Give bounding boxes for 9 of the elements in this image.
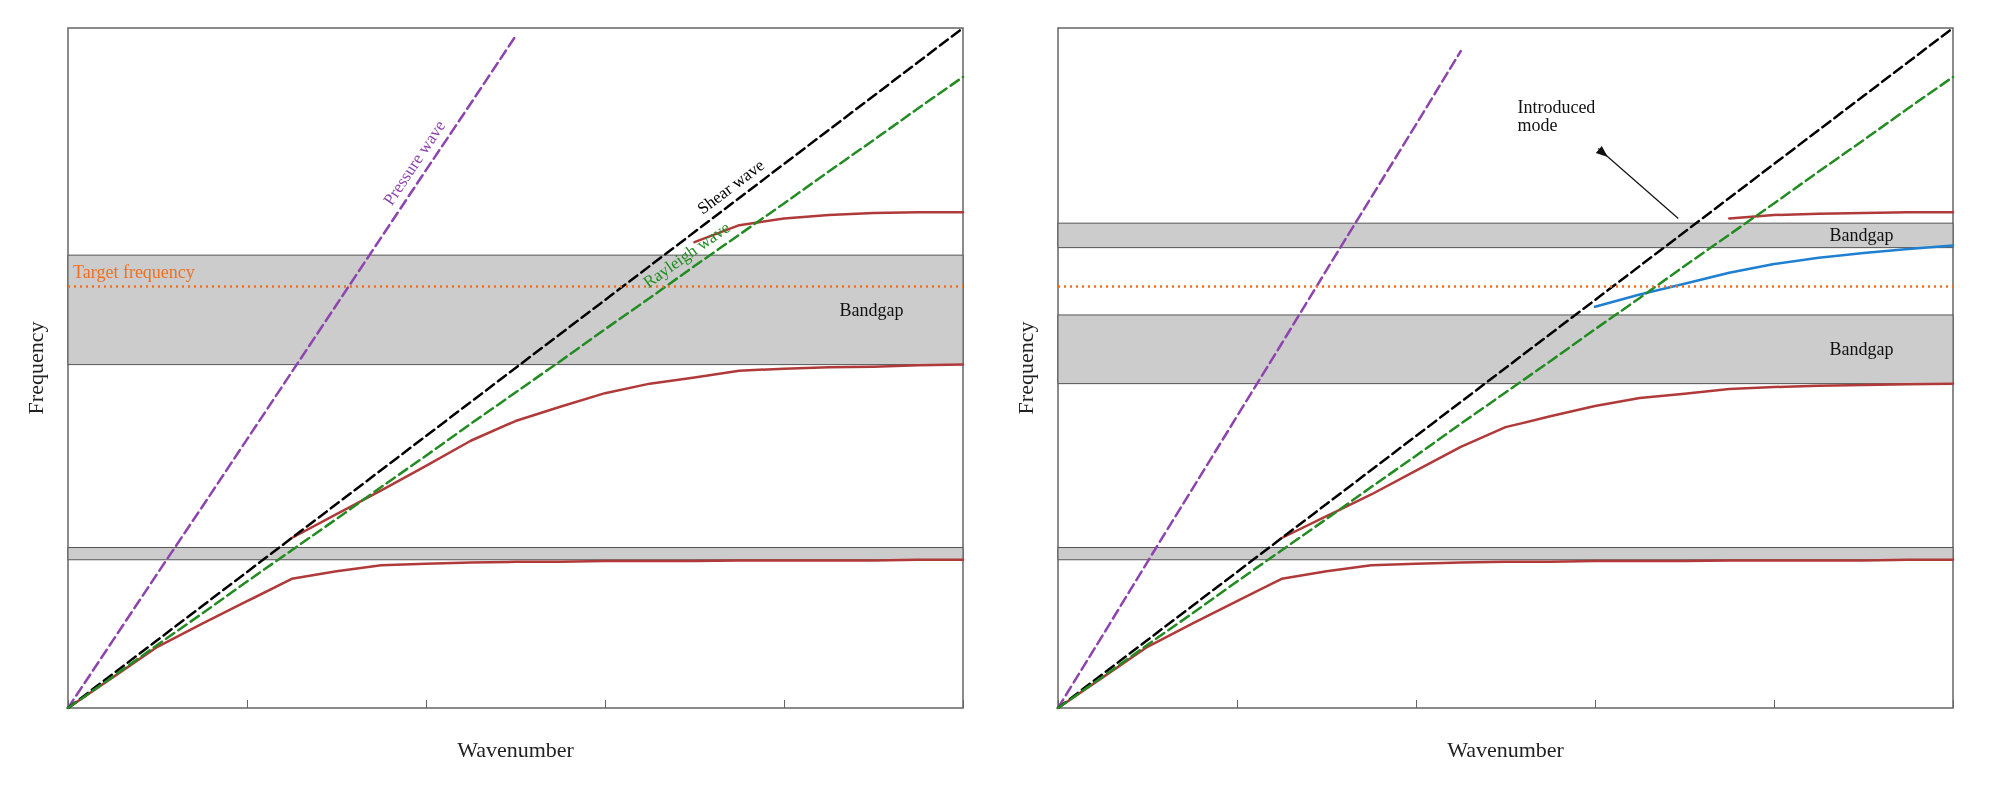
y-axis-title: Frequency [22, 321, 48, 415]
x-axis-title: Wavenumber [457, 736, 575, 762]
band-label: Bandgap [1829, 225, 1894, 246]
x-axis-title: Wavenumber [1447, 736, 1565, 762]
y-axis-title: Frequency [1012, 321, 1038, 415]
ref-line-label: Target frequency [73, 262, 195, 283]
band-label: Bandgap [1829, 339, 1894, 360]
annotation: Introduced mode [1517, 97, 1600, 135]
band-label: Bandgap [839, 299, 904, 320]
